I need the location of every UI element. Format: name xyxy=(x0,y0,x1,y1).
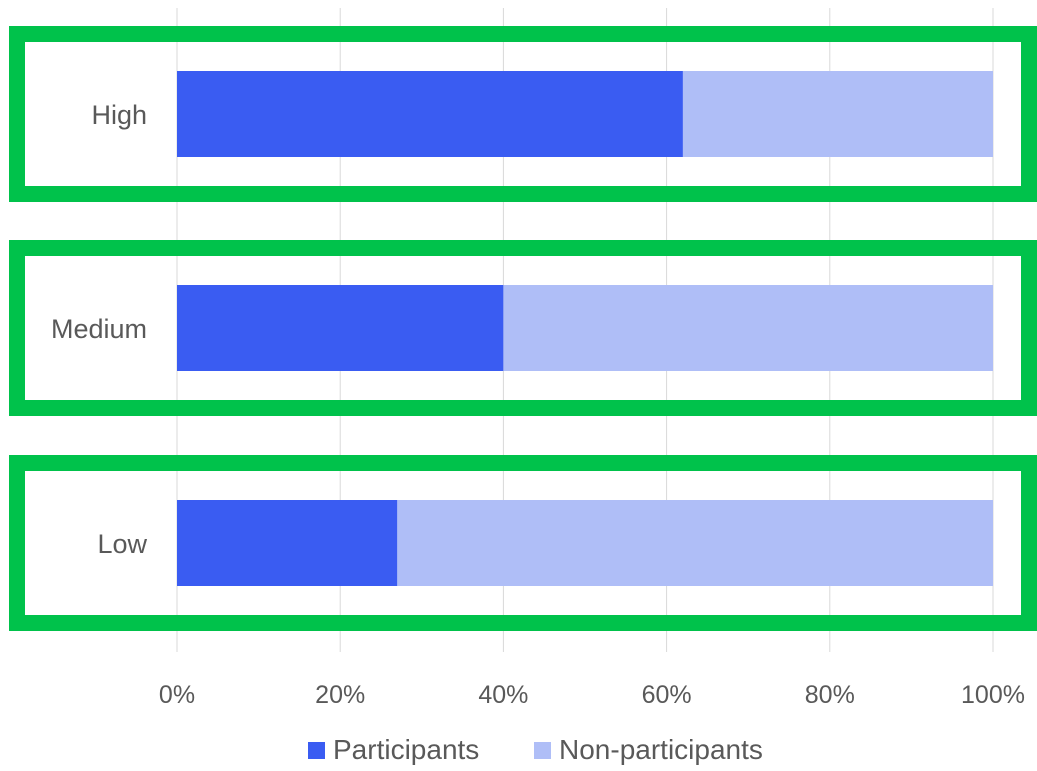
bar-low-non-participants xyxy=(397,500,993,586)
category-label-high: High xyxy=(91,100,147,130)
x-tick-labels: 0% 20% 40% 60% 80% 100% xyxy=(159,681,1025,709)
x-tick-label-20: 20% xyxy=(315,681,365,709)
legend-swatch-non-participants xyxy=(534,742,551,759)
bar-high-participants xyxy=(177,71,683,157)
category-label-low: Low xyxy=(97,529,147,559)
bar-medium-participants xyxy=(177,285,504,371)
highlight-box-medium xyxy=(9,240,1037,416)
x-tick-label-60: 60% xyxy=(642,681,692,709)
legend: Participants Non-participants xyxy=(308,734,763,765)
category-label-medium: Medium xyxy=(51,314,147,344)
highlight-box-low xyxy=(9,455,1037,631)
highlight-boxes xyxy=(9,26,1037,631)
x-tick-label-80: 80% xyxy=(805,681,855,709)
legend-label-non-participants: Non-participants xyxy=(559,734,763,765)
highlight-box-high xyxy=(9,26,1037,202)
bar-high-non-participants xyxy=(682,71,993,157)
x-tick-label-0: 0% xyxy=(159,681,195,709)
x-tick-label-100: 100% xyxy=(961,681,1025,709)
category-labels: High Medium Low xyxy=(51,100,148,559)
x-tick-label-40: 40% xyxy=(478,681,528,709)
legend-label-participants: Participants xyxy=(333,734,479,765)
bars xyxy=(177,71,993,586)
bar-medium-non-participants xyxy=(503,285,993,371)
legend-swatch-participants xyxy=(308,742,325,759)
bar-low-participants xyxy=(177,500,398,586)
